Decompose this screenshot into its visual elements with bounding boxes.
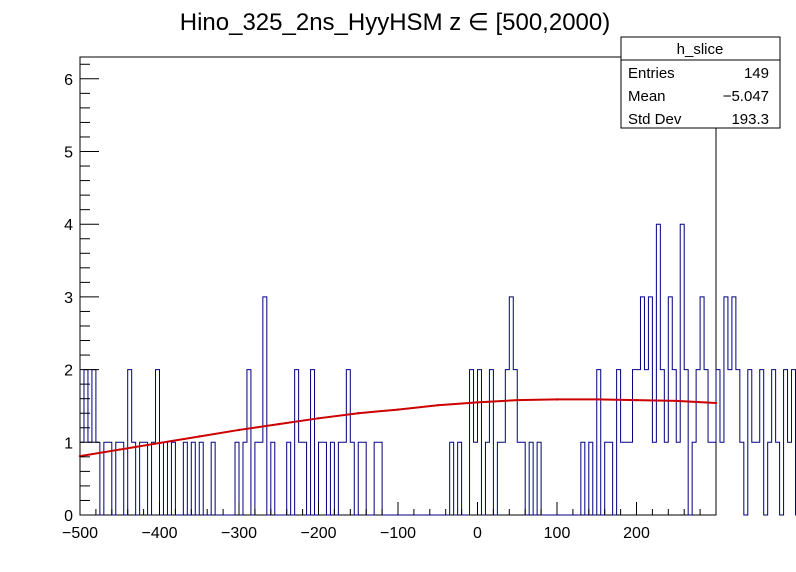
- fit-point: [516, 398, 519, 402]
- y-tick-label: 2: [64, 363, 73, 380]
- chart-title: Hino_325_2ns_HyyHSM z ∈ [500,2000): [180, 9, 610, 36]
- y-tick-label: 6: [64, 72, 73, 89]
- y-tick-label: 0: [64, 508, 73, 525]
- fit-point: [436, 404, 439, 407]
- fit-curve-layer: [78, 398, 718, 458]
- stats-value-mean: −5.047: [723, 88, 769, 105]
- fit-point: [635, 398, 638, 402]
- x-tick-label: 200: [623, 525, 650, 542]
- stats-box-frame: [620, 36, 781, 129]
- stats-box-title: h_slice: [677, 41, 724, 58]
- fit-point: [595, 398, 598, 401]
- fit-point: [476, 401, 479, 404]
- fit-point: [396, 408, 400, 411]
- x-tick-label: 0: [473, 525, 482, 542]
- stats-value-stddev: 193.3: [731, 111, 769, 128]
- histogram-step-line: [80, 223, 796, 516]
- fit-point: [118, 448, 121, 451]
- fit-point: [357, 412, 360, 415]
- stats-label-mean: Mean: [628, 88, 666, 105]
- fit-point: [277, 422, 280, 426]
- stats-label-entries: Entries: [628, 65, 675, 82]
- axis-layer: −500 −400 −300 −200 −100 0 100 200 0 1 2 3 4 5 6: [62, 63, 701, 542]
- x-tick-label: −400: [141, 525, 177, 542]
- fit-point: [675, 399, 678, 403]
- fit-point: [714, 401, 718, 405]
- fit-point: [555, 398, 559, 401]
- fit-point: [317, 417, 320, 420]
- y-tick-label: 4: [64, 217, 73, 234]
- y-tick-label: 3: [64, 290, 73, 307]
- x-tick-label: −200: [300, 525, 336, 542]
- x-tick-label: −500: [62, 525, 98, 542]
- stats-value-entries: 149: [744, 65, 769, 82]
- fit-point: [237, 428, 241, 432]
- x-tick-label: −300: [221, 525, 257, 542]
- stats-box: h_slice Entries 149 Mean −5.047 Std Dev …: [620, 36, 781, 129]
- fit-point: [158, 441, 161, 445]
- histogram-layer: [80, 223, 796, 516]
- fit-point: [198, 435, 201, 438]
- stats-label-stddev: Std Dev: [628, 111, 682, 128]
- y-tick-label: 5: [64, 145, 73, 162]
- x-tick-label: −100: [380, 525, 416, 542]
- x-tick-label: 100: [544, 525, 571, 542]
- y-tick-label: 1: [64, 435, 73, 452]
